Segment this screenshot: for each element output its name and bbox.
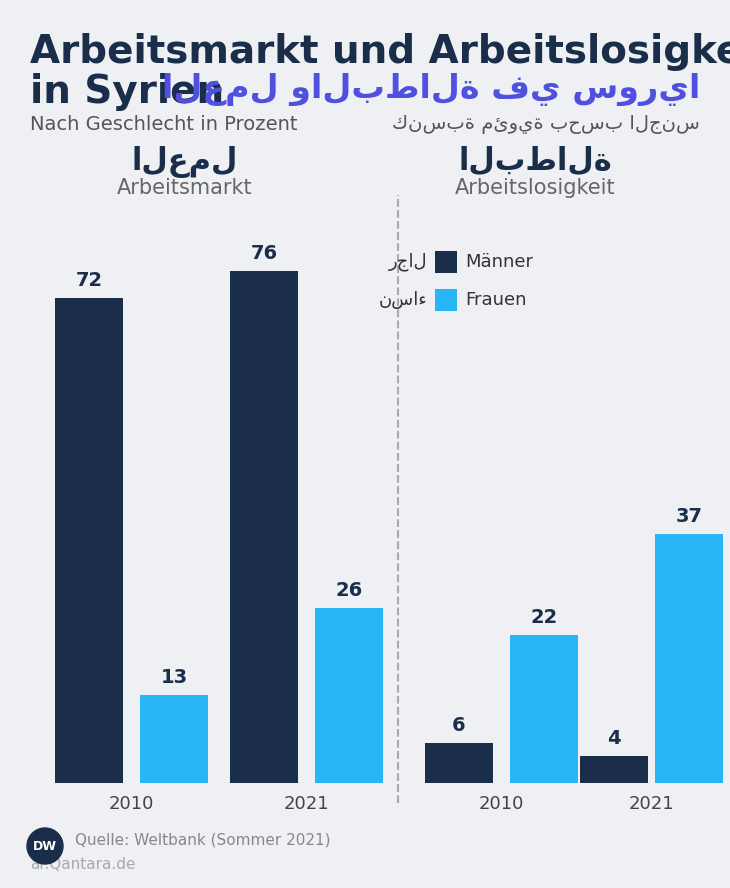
Text: 37: 37: [675, 506, 702, 526]
Bar: [140, 695, 208, 783]
Text: Arbeitslosigkeit: Arbeitslosigkeit: [455, 178, 615, 198]
Text: Frauen: Frauen: [465, 291, 526, 309]
Text: 22: 22: [531, 607, 558, 627]
Bar: [580, 756, 648, 783]
Bar: [435, 251, 457, 273]
Text: Arbeitsmarkt: Arbeitsmarkt: [118, 178, 253, 198]
Text: 13: 13: [161, 669, 188, 687]
Text: DW: DW: [33, 839, 57, 852]
Bar: [510, 635, 578, 783]
Text: in Syrien: in Syrien: [30, 73, 224, 111]
Text: 2021: 2021: [629, 795, 675, 813]
Bar: [425, 742, 493, 783]
Text: العمل: العمل: [132, 146, 238, 178]
Text: كنسبة مئوية بحسب الجنس: كنسبة مئوية بحسب الجنس: [392, 115, 700, 134]
Text: 26: 26: [335, 581, 363, 599]
Text: 2010: 2010: [479, 795, 524, 813]
Bar: [55, 297, 123, 783]
Bar: [435, 289, 457, 311]
Text: ar.Qantara.de: ar.Qantara.de: [30, 857, 136, 871]
Text: نساء: نساء: [378, 291, 427, 309]
Text: 4: 4: [607, 729, 620, 748]
Text: Arbeitsmarkt und Arbeitslosigkeit: Arbeitsmarkt und Arbeitslosigkeit: [30, 33, 730, 71]
Text: 72: 72: [75, 271, 102, 289]
Text: 2010: 2010: [109, 795, 154, 813]
Text: Quelle: Weltbank (Sommer 2021): Quelle: Weltbank (Sommer 2021): [75, 833, 331, 847]
Bar: [230, 271, 298, 783]
Text: Männer: Männer: [465, 253, 533, 271]
Bar: [655, 534, 723, 783]
Text: 76: 76: [250, 243, 277, 263]
Text: 2021: 2021: [284, 795, 329, 813]
Circle shape: [27, 828, 63, 864]
Text: Nach Geschlecht in Prozent: Nach Geschlecht in Prozent: [30, 115, 298, 134]
Text: البطالة: البطالة: [458, 146, 612, 175]
Text: رجال: رجال: [388, 253, 427, 272]
Text: العمل والبطالة في سوريا: العمل والبطالة في سوريا: [161, 73, 700, 106]
Text: 6: 6: [452, 716, 466, 734]
Bar: [315, 607, 383, 783]
